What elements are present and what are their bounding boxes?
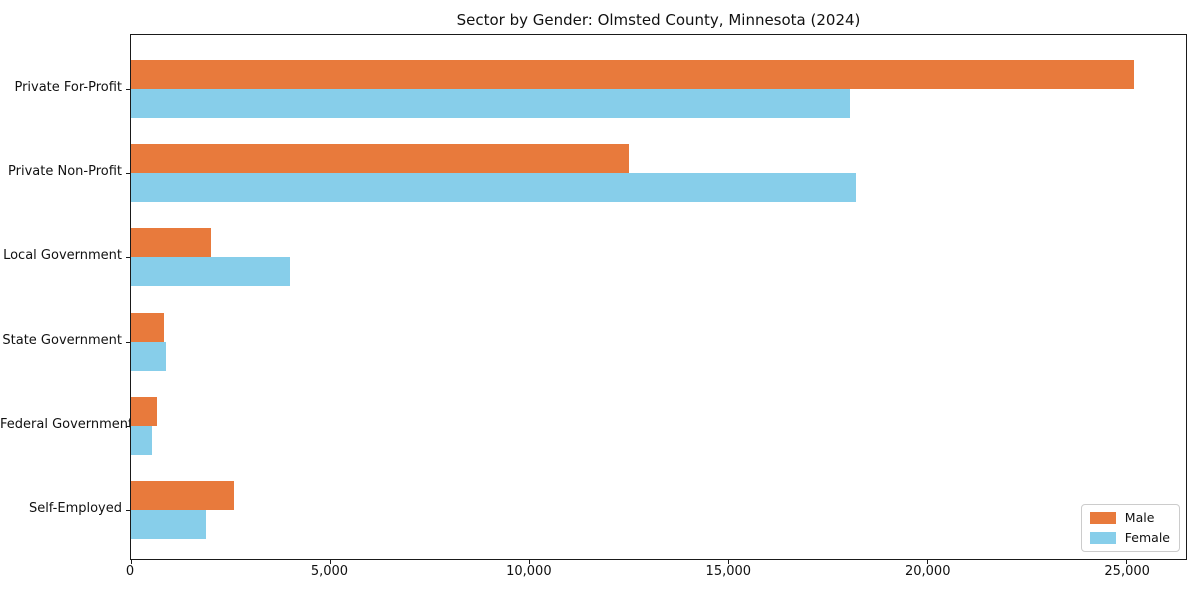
bar-male-1	[131, 144, 629, 174]
y-tick-mark	[126, 341, 130, 343]
y-tick-label: Self-Employed	[28, 501, 122, 516]
legend: Male Female	[1080, 504, 1180, 552]
x-tick-mark	[528, 560, 530, 564]
legend-row-male: Male	[1089, 510, 1170, 525]
legend-label: Male	[1124, 510, 1155, 525]
y-tick-label: State Government	[2, 332, 122, 348]
x-tick-label: 10,000	[506, 564, 552, 579]
y-tick-mark	[126, 257, 130, 259]
chart-title: Sector by Gender: Olmsted County, Minnes…	[456, 11, 861, 29]
bar-female-4	[131, 425, 152, 455]
bar-female-5	[131, 510, 207, 539]
y-tick-label: Local Government	[3, 248, 122, 264]
bar-male-2	[131, 228, 211, 258]
y-tick-mark	[126, 89, 130, 90]
legend-label: Female	[1124, 530, 1170, 545]
x-axis-labels: 0 5,000 10,000 15,000 20,000 25,000	[126, 564, 1187, 586]
y-tick-mark	[126, 173, 130, 175]
bar-female-1	[131, 173, 856, 203]
bar-female-2	[131, 257, 291, 287]
y-tick-label: Private Non-Profit	[8, 164, 122, 180]
y-tick-label: Private For-Profit	[14, 80, 122, 95]
legend-swatch-female-icon	[1089, 532, 1116, 544]
x-tick-label: 25,000	[1104, 564, 1150, 579]
bar-male-3	[131, 312, 164, 342]
x-tick-mark	[926, 560, 928, 564]
x-tick-label: 5,000	[310, 564, 349, 579]
y-tick-label: Federal Government	[0, 416, 134, 432]
x-tick-mark	[727, 560, 729, 564]
plot-area: Male Female	[126, 34, 1187, 564]
x-tick-label: 20,000	[904, 564, 951, 579]
bar-male-4	[131, 396, 158, 426]
bar-male-5	[131, 481, 235, 510]
bar-female-0	[131, 89, 850, 118]
x-tick-label: 15,000	[705, 564, 752, 579]
legend-row-female: Female	[1089, 530, 1170, 545]
legend-swatch-male-icon	[1089, 512, 1116, 524]
x-tick-label: 0	[125, 564, 135, 579]
y-tick-mark	[126, 425, 130, 427]
y-tick-mark	[126, 510, 130, 511]
x-tick-mark	[1125, 560, 1127, 564]
bar-male-0	[131, 60, 1135, 89]
x-tick-mark	[130, 560, 132, 564]
y-axis-labels: Private For-Profit Private Non-Profit Loca…	[0, 34, 134, 560]
x-tick-mark	[329, 560, 331, 564]
bar-female-3	[131, 341, 167, 371]
